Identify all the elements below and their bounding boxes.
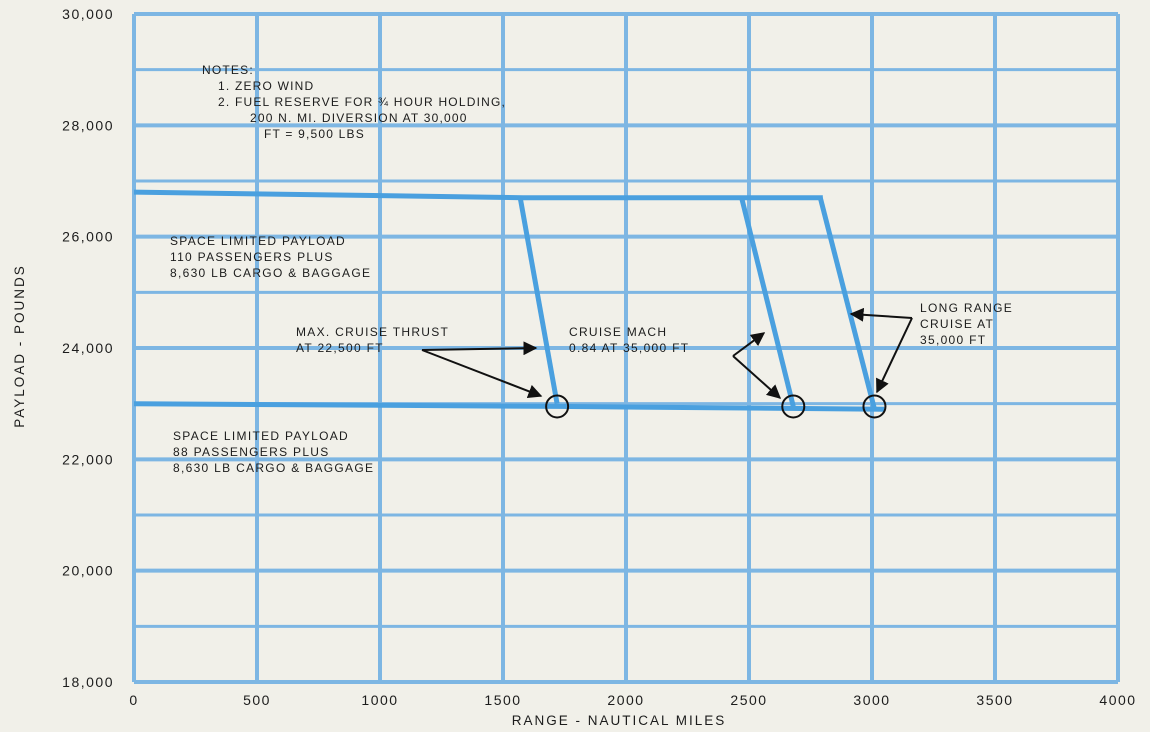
y-tick-label: 30,000 — [62, 6, 114, 22]
notes-annotation: NOTES: 1. ZERO WIND 2. FUEL RESERVE FOR … — [202, 63, 506, 141]
long-range-label: LONG RANGE CRUISE AT 35,000 FT — [920, 301, 1013, 347]
region-label-line: 8,630 LB CARGO & BAGGAGE — [170, 266, 371, 280]
max-cruise-label-line: AT 22,500 FT — [296, 341, 384, 355]
long-range-label-line: LONG RANGE — [920, 301, 1013, 315]
notes-line: 2. FUEL RESERVE FOR ¾ HOUR HOLDING, — [218, 95, 506, 109]
x-tick-label: 3000 — [853, 692, 890, 708]
point-marker — [781, 394, 806, 419]
long-range-arrow — [876, 317, 913, 394]
x-tick-label: 0 — [129, 692, 138, 708]
notes-line: 1. ZERO WIND — [218, 79, 314, 93]
region-label-line: 110 PASSENGERS PLUS — [170, 250, 334, 264]
point-markers — [545, 394, 887, 419]
series-line — [133, 189, 823, 201]
long-range-label-line: 35,000 FT — [920, 333, 986, 347]
tick-labels: 18,000 20,000 22,000 24,000 26,000 28,000 30,0… — [62, 6, 1136, 708]
long-range-label-line: CRUISE AT — [920, 317, 994, 331]
lower-region-label: SPACE LIMITED PAYLOAD 88 PASSENGERS PLUS… — [173, 429, 374, 475]
annotation-arrows — [421, 307, 913, 399]
notes-line: NOTES: — [202, 63, 254, 77]
cruise-mach-label-line: 0.84 AT 35,000 FT — [569, 341, 689, 355]
y-tick-label: 22,000 — [62, 451, 114, 467]
notes-line: 200 N. MI. DIVERSION AT 30,000 — [250, 111, 468, 125]
long-range-arrow — [849, 307, 913, 322]
series-line — [133, 401, 885, 412]
x-tick-label: 1000 — [361, 692, 398, 708]
point-marker — [545, 394, 570, 419]
upper-region-label: SPACE LIMITED PAYLOAD 110 PASSENGERS PLU… — [170, 234, 371, 280]
y-tick-label: 24,000 — [62, 340, 114, 356]
region-label-line: SPACE LIMITED PAYLOAD — [170, 234, 346, 248]
cruise-mach-arrow — [732, 332, 766, 357]
y-tick-label: 20,000 — [62, 563, 114, 579]
x-tick-label: 4000 — [1099, 692, 1136, 708]
series-lines — [133, 189, 885, 412]
x-tick-label: 500 — [243, 692, 271, 708]
x-tick-label: 1500 — [484, 692, 521, 708]
cruise-mach-label-line: CRUISE MACH — [569, 325, 667, 339]
cruise-mach-arrow — [732, 355, 782, 399]
notes-line: FT = 9,500 LBS — [264, 127, 365, 141]
y-tick-label: 28,000 — [62, 117, 114, 133]
x-tick-label: 2500 — [730, 692, 767, 708]
max-cruise-label-line: MAX. CRUISE THRUST — [296, 325, 449, 339]
cruise-mach-label: CRUISE MACH 0.84 AT 35,000 FT — [569, 325, 689, 355]
region-label-line: 88 PASSENGERS PLUS — [173, 445, 330, 459]
max-cruise-label: MAX. CRUISE THRUST AT 22,500 FT — [296, 325, 449, 355]
x-tick-label: 3500 — [976, 692, 1013, 708]
region-label-line: 8,630 LB CARGO & BAGGAGE — [173, 461, 374, 475]
x-axis-title: RANGE - NAUTICAL MILES — [512, 713, 727, 728]
series-line — [817, 197, 877, 410]
region-label-line: SPACE LIMITED PAYLOAD — [173, 429, 349, 443]
y-axis-title: PAYLOAD - POUNDS — [12, 264, 27, 428]
series-line — [517, 197, 560, 405]
y-tick-label: 18,000 — [62, 674, 114, 690]
series-line — [739, 197, 796, 408]
max-cruise-arrow — [421, 341, 538, 356]
x-tick-label: 2000 — [607, 692, 644, 708]
point-marker — [862, 394, 887, 419]
y-tick-label: 26,000 — [62, 229, 114, 245]
max-cruise-arrow — [421, 349, 543, 398]
